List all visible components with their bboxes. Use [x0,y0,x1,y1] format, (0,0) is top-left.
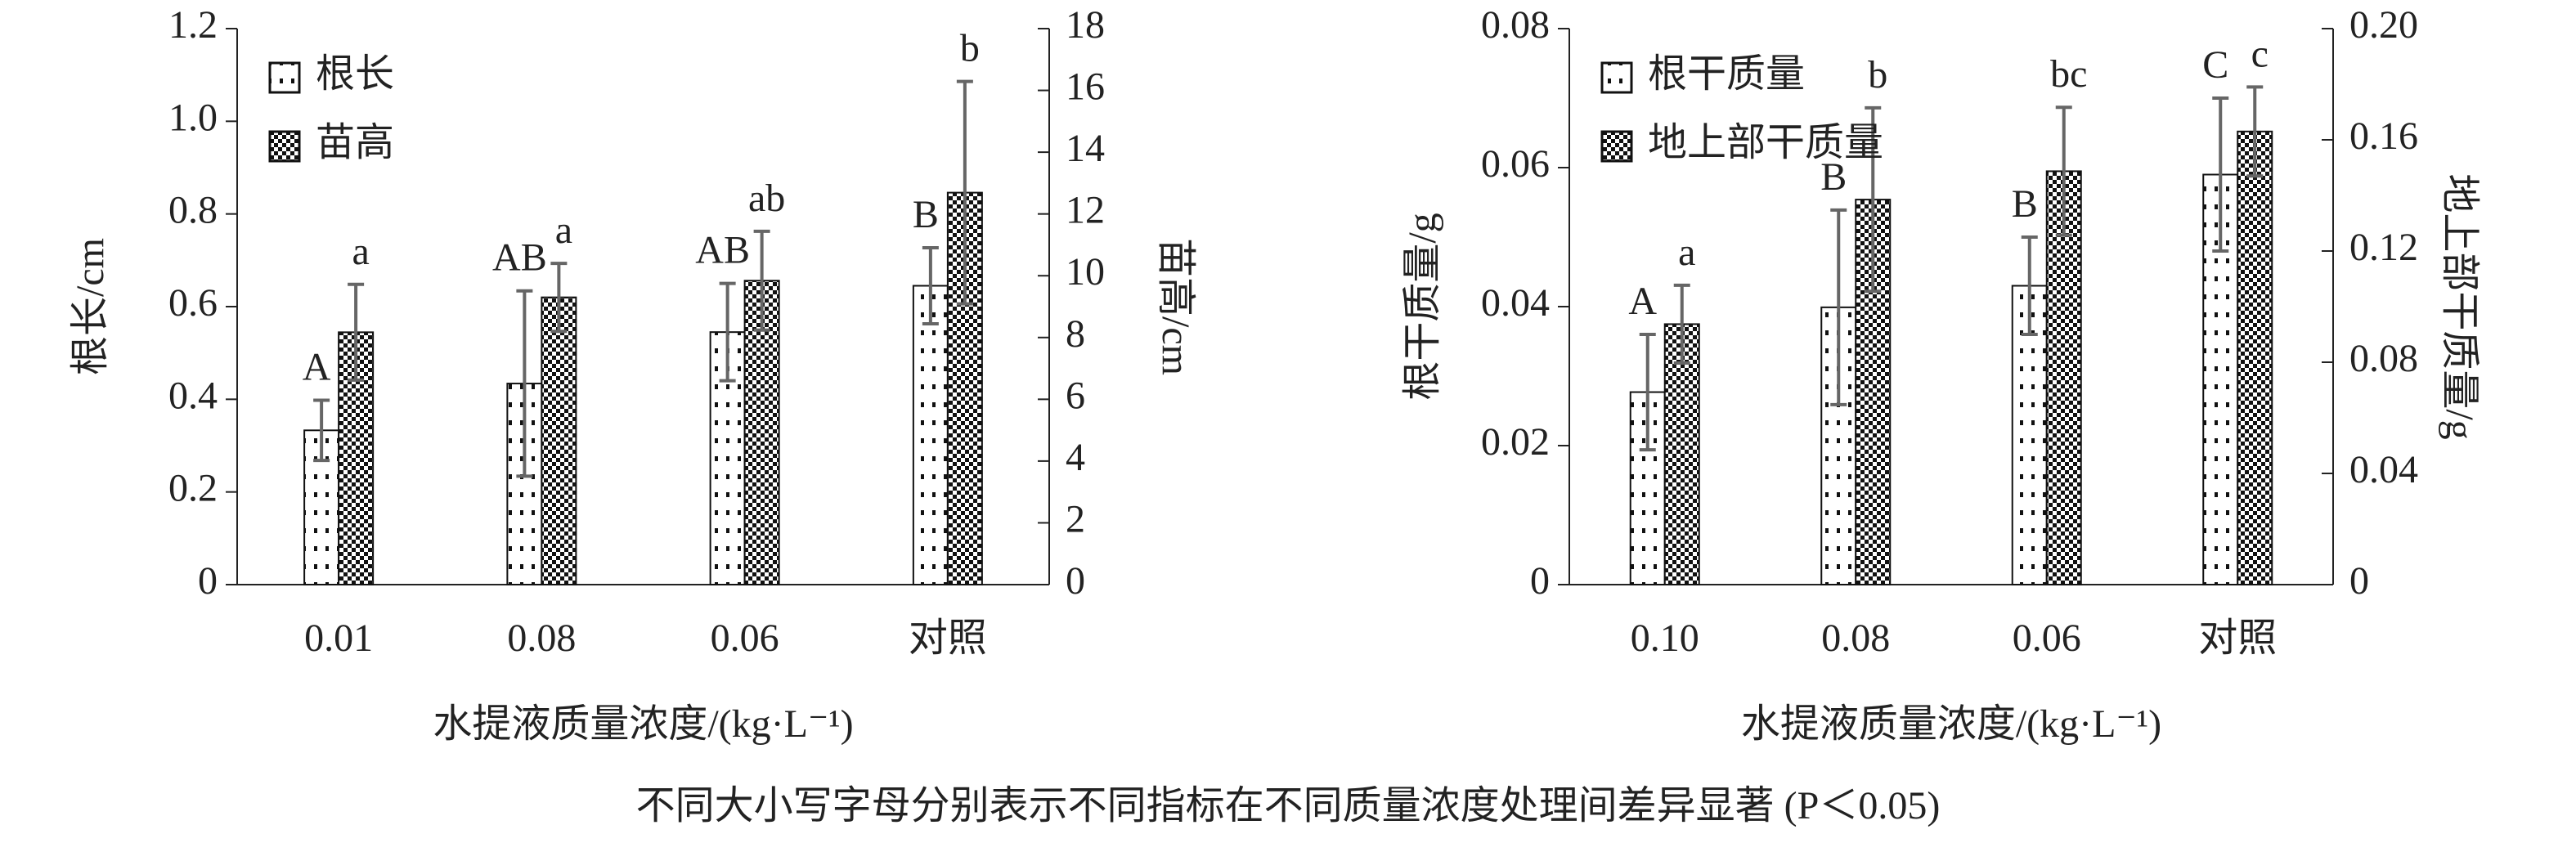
y2-tick-label: 18 [1066,3,1105,47]
bar [912,285,949,585]
y2-tick-label: 6 [1066,374,1085,417]
y2-tick-label: 0.12 [2349,226,2418,269]
y-tick-label: 1.0 [168,96,218,139]
error-bar [922,246,939,325]
y2-axis-label: 地上部干质量/g [2438,173,2481,439]
y-tick-label: 0.6 [168,281,218,325]
y-tick-label: 0 [1530,559,1550,603]
bar [2045,170,2082,585]
y2-tick-label: 8 [1066,312,1085,356]
x-axis-label: 水提液质量浓度/(kg·L⁻¹) [1741,702,2161,746]
legend-swatch [268,61,301,94]
y2-tick-label: 0 [2349,559,2369,603]
y-tick-label: 0 [198,559,218,603]
error-bar [719,281,736,383]
significance-letter: A [1628,280,1657,323]
y-tick-label: 0.08 [1481,3,1550,47]
y2-axis-label: 苗高/cm [1154,238,1197,375]
error-bar [1830,208,1847,406]
error-bar [2246,85,2264,178]
significance-letter: bc [2050,52,2087,96]
x-tick-label: 0.08 [507,617,576,660]
error-bar [313,398,330,463]
y2-tick-label: 0.08 [2349,337,2418,380]
significance-letter: B [2012,182,2038,226]
error-bar [956,79,973,306]
x-axis-label: 水提液质量浓度/(kg·L⁻¹) [433,702,853,746]
error-bar [2055,105,2072,237]
y-tick-label: 1.2 [168,3,218,47]
error-bar [516,289,533,478]
x-tick-label: 对照 [909,617,987,660]
y-tick-label: 0.06 [1481,142,1550,186]
error-bar [2212,96,2229,253]
legend-label: 根长 [316,52,394,96]
y2-tick-label: 12 [1066,189,1105,232]
legend-label: 根干质量 [1648,52,1805,96]
y2-tick-label: 2 [1066,497,1085,540]
error-bar [550,262,568,334]
legend-swatch [1600,130,1633,163]
error-bar [1673,283,1690,365]
caption: 不同大小写字母分别表示不同指标在不同质量浓度处理间差异显著 (P＜0.05) [636,784,1941,827]
significance-letter: b [960,27,980,70]
x-tick-label: 0.10 [1631,617,1699,660]
x-tick-label: 0.06 [711,617,779,660]
bar [541,296,577,585]
error-bar [348,282,365,382]
significance-letter: B [913,193,939,236]
significance-letter: AB [492,236,547,280]
x-tick-label: 0.08 [1821,617,1890,660]
significance-letter: b [1868,53,1887,96]
y2-tick-label: 0.16 [2349,114,2418,158]
significance-letter: B [1820,155,1847,199]
significance-letter: AB [695,229,750,272]
y2-tick-label: 16 [1066,65,1105,109]
x-tick-label: 对照 [2198,617,2277,660]
significance-letter: C [2202,43,2228,87]
x-tick-label: 0.06 [2013,617,2081,660]
significance-letter: a [352,230,369,273]
legend-label: 地上部干质量 [1648,121,1883,164]
x-tick-label: 0.01 [304,617,373,660]
error-bar [2021,235,2038,336]
significance-letter: a [1678,231,1695,274]
y2-tick-label: 14 [1066,127,1105,170]
error-bar [1865,105,1882,294]
significance-letter: a [555,209,572,252]
y-tick-label: 0.04 [1481,281,1550,325]
y2-tick-label: 0.20 [2349,3,2418,47]
y2-tick-label: 0.04 [2349,448,2418,491]
y-axis-label: 根干质量/g [1401,213,1444,400]
error-bar [1639,333,1656,452]
y2-tick-label: 4 [1066,436,1085,479]
bar [2237,130,2273,586]
bar [1663,323,1700,585]
y-tick-label: 0.4 [168,374,218,417]
error-bar [753,229,770,332]
significance-letter: ab [748,177,785,220]
significance-letter: c [2251,32,2269,75]
legend-swatch [268,130,301,163]
y2-tick-label: 10 [1066,250,1105,294]
legend-label: 苗高 [316,121,394,164]
y2-tick-label: 0 [1066,559,1085,603]
y-axis-label: 根长/cm [69,238,112,375]
y-tick-label: 0.8 [168,189,218,232]
legend-swatch [1600,61,1633,94]
y-tick-label: 0.2 [168,467,218,510]
y-tick-label: 0.02 [1481,420,1550,464]
bar [709,331,746,585]
significance-letter: A [303,345,331,388]
